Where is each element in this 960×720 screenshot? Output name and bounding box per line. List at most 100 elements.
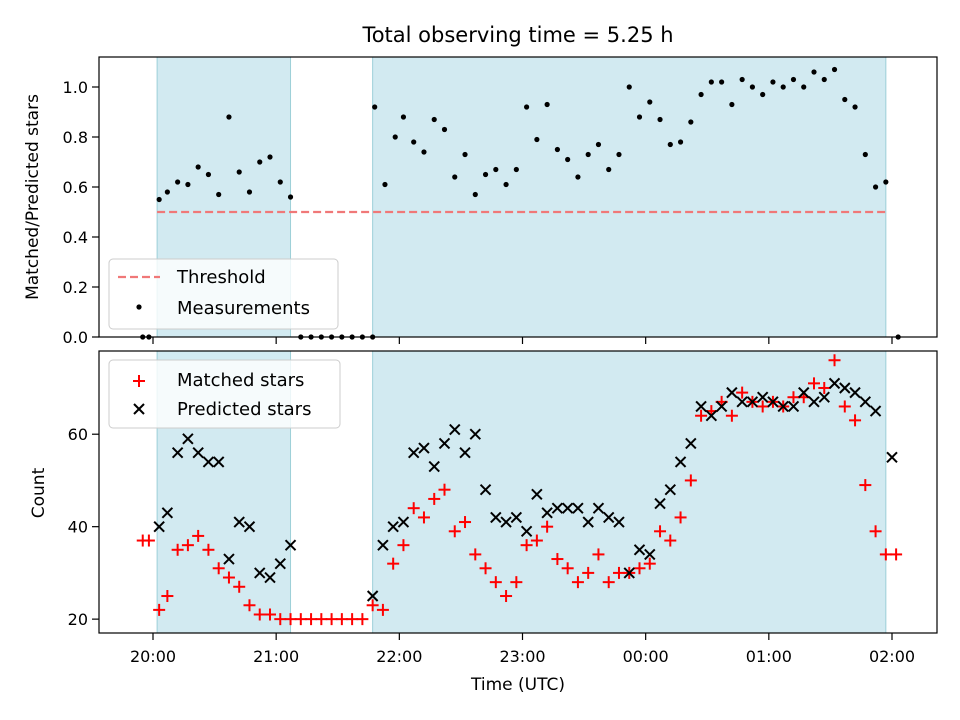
measurement-point [524,104,530,110]
matched-star-point [305,613,318,626]
measurements-legend-label: Measurements [177,298,310,319]
matched-star-point [181,539,194,552]
y-tick-label: 0.2 [63,278,88,297]
measurement-point [667,141,673,148]
measurement-point [862,151,868,158]
predicted-star-point [243,520,256,533]
measurement-point [382,181,388,188]
matched-legend-swatch [133,375,145,387]
measurement-point [164,189,170,195]
measurement-point [842,96,848,103]
predicted-star-point [531,488,543,501]
measurement-point [554,146,560,153]
matched-star-point [376,603,389,616]
bottom-y-axis-label: Count [29,467,49,518]
predicted-star-point [284,539,297,551]
measurement-point [472,191,478,198]
measurement-point [708,79,714,85]
matched-star-point [356,613,369,626]
matched-star-point [222,571,235,584]
matched-star-point [274,613,287,626]
measurement-point [616,151,622,158]
predicted-star-point [685,437,697,450]
predicted-star-point [233,516,245,528]
bottom-x-ticks: 20:00 21:00 22:00 23:00 00:00 01:00 02:00 [130,633,915,666]
threshold-legend-label: Threshold [176,267,266,288]
matched-star-point [428,492,441,505]
top-panel: 0.0 0.2 0.4 0.6 0.8 1.0 Matched/Predicted sta… [23,56,938,347]
measurement-point [185,181,191,188]
x-tick-label: 21:00 [253,647,299,666]
predicted-star-point [756,391,769,403]
measurement-point [770,79,776,85]
predicted-star-point [428,460,440,473]
y-tick-label: 1.0 [63,78,88,97]
predicted-star-point [153,520,165,533]
matched-star-point [500,590,513,603]
matched-star-point [438,483,451,496]
matched-star-point [859,479,872,492]
predicted-legend-label: Predicted stars [177,399,311,420]
measurement-point [872,184,879,190]
measurement-point [719,79,725,85]
measurement-point [287,194,294,200]
matched-star-point [736,386,749,399]
predicted-star-point [726,386,738,399]
measurement-point [575,174,581,180]
measurement-point [883,179,889,185]
predicted-star-point [613,516,625,528]
matched-stars-points [136,354,903,626]
predicted-star-point [623,567,635,579]
matched-star-point [294,613,307,626]
predicted-star-point [592,502,605,514]
matched-star-point [253,608,266,621]
predicted-legend-swatch [133,403,145,415]
predicted-star-point [377,539,389,551]
measurement-point [441,126,448,133]
matched-star-point [612,566,625,579]
predicted-star-point [438,437,451,450]
matched-star-point [818,381,831,394]
matched-star-point [602,576,615,589]
measurement-point [195,164,201,170]
matched-star-point [171,543,184,556]
bottom-y-ticks: 20 40 60 [68,425,99,629]
measurement-point [372,104,378,110]
measurement-point [585,151,591,158]
y-tick-label: 0.6 [63,178,88,197]
matched-star-point [161,590,174,603]
matched-star-point [541,520,554,533]
predicted-star-point [777,400,789,413]
matched-star-point [807,377,820,390]
predicted-star-point [849,386,861,399]
measurement-point [267,154,273,160]
bottom-legend-box [108,359,341,429]
predicted-star-point [274,557,286,570]
predicted-star-point [407,446,420,459]
matched-star-point [828,354,841,367]
y-tick-label: 0.4 [63,228,88,247]
matched-star-point [551,553,564,566]
predicted-star-point [603,511,615,524]
matched-star-point [510,576,523,589]
measurement-point [626,84,632,90]
matched-star-point [387,557,400,570]
y-tick-label: 60 [68,425,88,444]
matched-star-point [561,562,574,575]
y-tick-label: 0.8 [63,128,88,147]
measurement-point [462,151,468,158]
measurement-point [236,169,242,175]
measurement-point [636,114,643,120]
predicted-star-point [479,483,492,496]
matched-star-point [335,613,348,626]
predicted-star-point [366,590,379,602]
x-tick-label: 22:00 [376,647,422,666]
predicted-star-point [818,391,830,403]
matched-star-point [654,525,667,538]
matched-star-point [674,511,687,524]
matched-star-point [233,580,246,593]
top-axes-frame [98,56,938,338]
matched-star-point [192,529,205,542]
matched-star-point [695,409,708,422]
predicted-star-point [746,396,759,408]
